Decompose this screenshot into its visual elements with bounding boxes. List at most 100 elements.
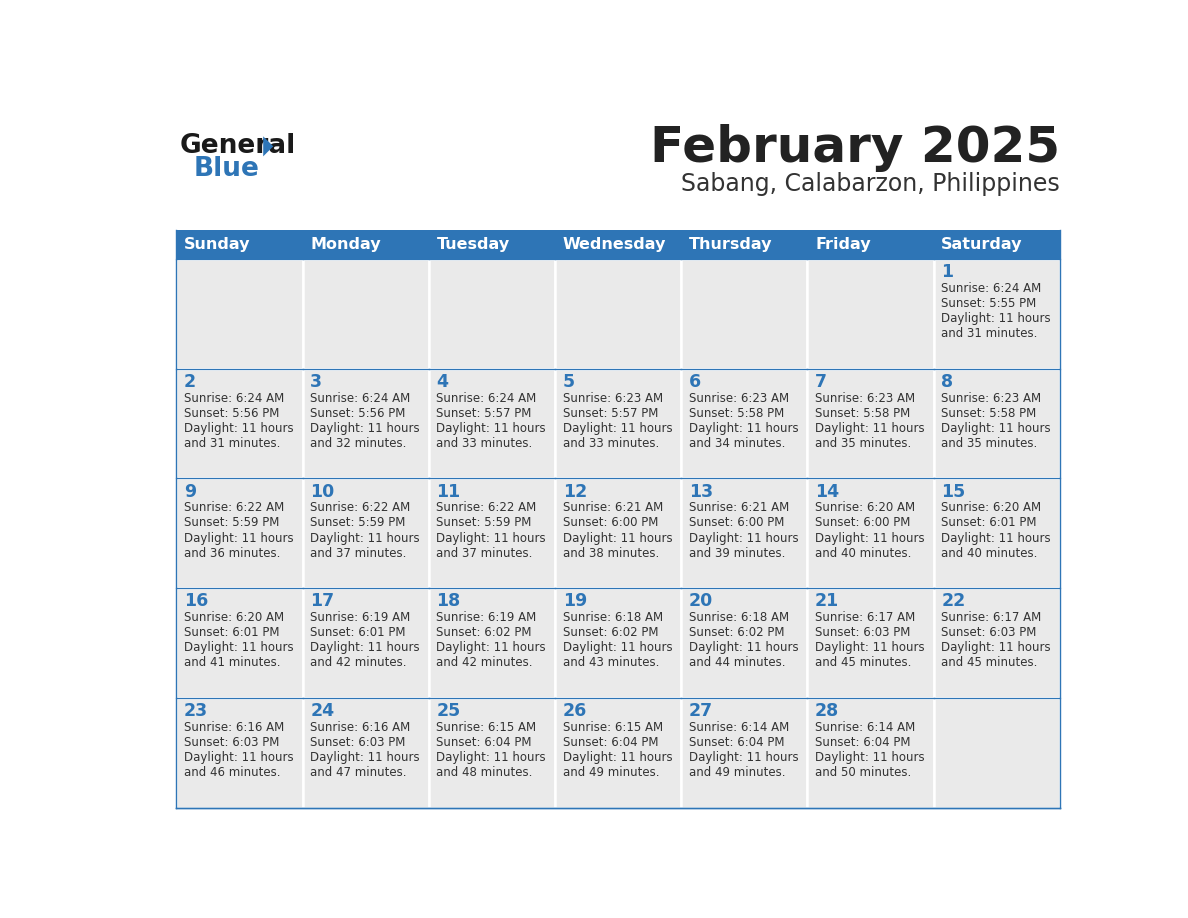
Text: and 37 minutes.: and 37 minutes. (310, 546, 406, 559)
Text: Daylight: 11 hours: Daylight: 11 hours (563, 421, 672, 435)
Text: and 37 minutes.: and 37 minutes. (436, 546, 532, 559)
Text: and 40 minutes.: and 40 minutes. (815, 546, 911, 559)
Text: and 32 minutes.: and 32 minutes. (310, 437, 406, 450)
Text: and 43 minutes.: and 43 minutes. (563, 656, 659, 669)
Text: 9: 9 (184, 483, 196, 500)
Text: Sunrise: 6:20 AM: Sunrise: 6:20 AM (184, 611, 284, 624)
Text: 6: 6 (689, 373, 701, 391)
Text: Sunrise: 6:16 AM: Sunrise: 6:16 AM (310, 721, 410, 734)
Text: Daylight: 11 hours: Daylight: 11 hours (436, 642, 546, 655)
Text: Sunrise: 6:24 AM: Sunrise: 6:24 AM (184, 392, 284, 405)
FancyBboxPatch shape (303, 259, 429, 368)
Text: 22: 22 (941, 592, 966, 610)
Text: Sunrise: 6:23 AM: Sunrise: 6:23 AM (941, 392, 1042, 405)
Text: Sunrise: 6:21 AM: Sunrise: 6:21 AM (689, 501, 789, 514)
FancyBboxPatch shape (429, 588, 555, 698)
Text: Sunset: 5:58 PM: Sunset: 5:58 PM (689, 407, 784, 420)
Text: 7: 7 (815, 373, 827, 391)
Text: Sunset: 5:57 PM: Sunset: 5:57 PM (436, 407, 532, 420)
Text: Daylight: 11 hours: Daylight: 11 hours (941, 312, 1051, 325)
Text: Sunset: 5:55 PM: Sunset: 5:55 PM (941, 297, 1036, 310)
Text: Sunrise: 6:14 AM: Sunrise: 6:14 AM (689, 721, 789, 734)
Text: Sunrise: 6:24 AM: Sunrise: 6:24 AM (310, 392, 410, 405)
Text: 15: 15 (941, 483, 966, 500)
FancyBboxPatch shape (934, 478, 1060, 588)
Text: Tuesday: Tuesday (436, 237, 510, 252)
Text: and 35 minutes.: and 35 minutes. (815, 437, 911, 450)
Text: Sunrise: 6:19 AM: Sunrise: 6:19 AM (310, 611, 410, 624)
Text: Sunrise: 6:24 AM: Sunrise: 6:24 AM (941, 282, 1042, 295)
Text: and 50 minutes.: and 50 minutes. (815, 767, 911, 779)
FancyBboxPatch shape (808, 698, 934, 808)
Text: and 48 minutes.: and 48 minutes. (436, 767, 532, 779)
FancyBboxPatch shape (303, 698, 429, 808)
FancyBboxPatch shape (555, 368, 681, 478)
Text: 10: 10 (310, 483, 335, 500)
Text: 19: 19 (563, 592, 587, 610)
FancyBboxPatch shape (808, 259, 934, 368)
Text: Daylight: 11 hours: Daylight: 11 hours (689, 421, 798, 435)
Text: Daylight: 11 hours: Daylight: 11 hours (184, 421, 293, 435)
Text: 18: 18 (436, 592, 461, 610)
FancyBboxPatch shape (681, 588, 808, 698)
FancyBboxPatch shape (303, 478, 429, 588)
FancyBboxPatch shape (429, 478, 555, 588)
Text: 24: 24 (310, 702, 334, 721)
Text: 25: 25 (436, 702, 461, 721)
Text: Sunrise: 6:20 AM: Sunrise: 6:20 AM (941, 501, 1042, 514)
Text: 21: 21 (815, 592, 839, 610)
Text: Sunset: 5:56 PM: Sunset: 5:56 PM (310, 407, 405, 420)
Text: Sunrise: 6:15 AM: Sunrise: 6:15 AM (563, 721, 663, 734)
Text: and 36 minutes.: and 36 minutes. (184, 546, 280, 559)
FancyBboxPatch shape (176, 230, 1060, 259)
Text: Sunrise: 6:23 AM: Sunrise: 6:23 AM (815, 392, 915, 405)
Text: 12: 12 (563, 483, 587, 500)
FancyBboxPatch shape (934, 368, 1060, 478)
Text: Sunrise: 6:18 AM: Sunrise: 6:18 AM (689, 611, 789, 624)
Text: Daylight: 11 hours: Daylight: 11 hours (310, 532, 419, 544)
Text: and 45 minutes.: and 45 minutes. (815, 656, 911, 669)
FancyBboxPatch shape (555, 478, 681, 588)
Text: Sunset: 5:57 PM: Sunset: 5:57 PM (563, 407, 658, 420)
Text: Thursday: Thursday (689, 237, 772, 252)
Text: Sunset: 6:00 PM: Sunset: 6:00 PM (563, 517, 658, 530)
Text: Wednesday: Wednesday (563, 237, 666, 252)
Text: and 42 minutes.: and 42 minutes. (310, 656, 406, 669)
Text: Sunrise: 6:17 AM: Sunrise: 6:17 AM (815, 611, 915, 624)
Text: and 47 minutes.: and 47 minutes. (310, 767, 406, 779)
Text: Monday: Monday (310, 237, 381, 252)
FancyBboxPatch shape (681, 259, 808, 368)
Text: and 31 minutes.: and 31 minutes. (184, 437, 280, 450)
Text: and 42 minutes.: and 42 minutes. (436, 656, 533, 669)
Text: Sunrise: 6:22 AM: Sunrise: 6:22 AM (436, 501, 537, 514)
Text: Daylight: 11 hours: Daylight: 11 hours (310, 642, 419, 655)
FancyBboxPatch shape (176, 368, 303, 478)
Text: Sunrise: 6:22 AM: Sunrise: 6:22 AM (310, 501, 410, 514)
Text: Sunset: 6:01 PM: Sunset: 6:01 PM (184, 626, 279, 639)
Text: Daylight: 11 hours: Daylight: 11 hours (815, 532, 924, 544)
Text: Sunset: 5:58 PM: Sunset: 5:58 PM (941, 407, 1036, 420)
Text: 16: 16 (184, 592, 208, 610)
Text: Sunrise: 6:20 AM: Sunrise: 6:20 AM (815, 501, 915, 514)
Text: Daylight: 11 hours: Daylight: 11 hours (563, 751, 672, 764)
Text: Sunset: 5:58 PM: Sunset: 5:58 PM (815, 407, 910, 420)
Text: and 33 minutes.: and 33 minutes. (436, 437, 532, 450)
Text: General: General (179, 133, 296, 159)
Text: Sunrise: 6:18 AM: Sunrise: 6:18 AM (563, 611, 663, 624)
FancyBboxPatch shape (176, 478, 303, 588)
FancyBboxPatch shape (808, 588, 934, 698)
Text: and 34 minutes.: and 34 minutes. (689, 437, 785, 450)
Text: Sunset: 6:00 PM: Sunset: 6:00 PM (689, 517, 784, 530)
Text: 8: 8 (941, 373, 954, 391)
Text: Sunday: Sunday (184, 237, 251, 252)
Text: 13: 13 (689, 483, 713, 500)
FancyBboxPatch shape (934, 259, 1060, 368)
Text: 26: 26 (563, 702, 587, 721)
Text: 23: 23 (184, 702, 208, 721)
Text: Sunset: 6:01 PM: Sunset: 6:01 PM (310, 626, 405, 639)
Text: Sunset: 6:03 PM: Sunset: 6:03 PM (184, 736, 279, 749)
Text: Daylight: 11 hours: Daylight: 11 hours (815, 751, 924, 764)
Text: Sunrise: 6:23 AM: Sunrise: 6:23 AM (563, 392, 663, 405)
FancyBboxPatch shape (429, 368, 555, 478)
Text: Sunrise: 6:21 AM: Sunrise: 6:21 AM (563, 501, 663, 514)
